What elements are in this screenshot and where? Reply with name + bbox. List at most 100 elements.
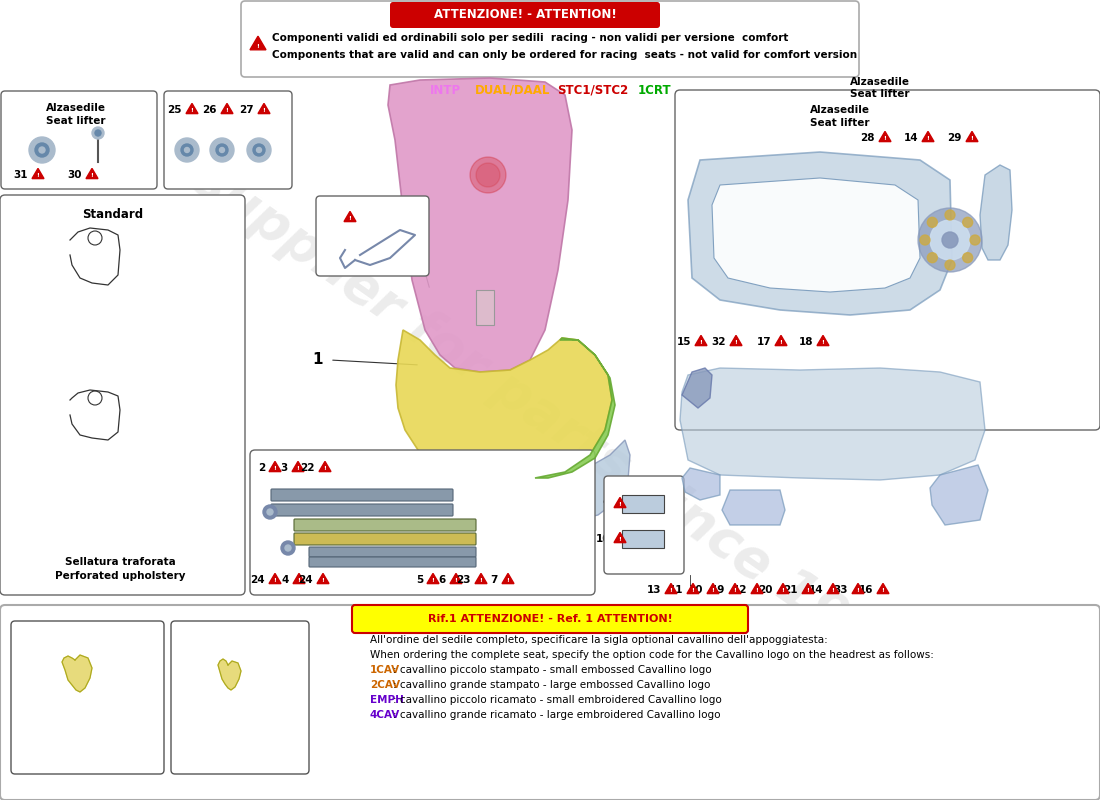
FancyBboxPatch shape bbox=[1, 91, 157, 189]
Text: !: ! bbox=[970, 136, 974, 142]
Text: !: ! bbox=[782, 589, 784, 594]
Text: !: ! bbox=[618, 502, 621, 507]
FancyBboxPatch shape bbox=[170, 621, 309, 774]
Text: 4: 4 bbox=[282, 575, 289, 585]
Polygon shape bbox=[802, 583, 814, 594]
Text: Sellatura traforata: Sellatura traforata bbox=[65, 557, 175, 567]
Polygon shape bbox=[879, 131, 891, 142]
Polygon shape bbox=[258, 103, 270, 114]
Text: : cavallino piccolo stampato - small embossed Cavallino logo: : cavallino piccolo stampato - small emb… bbox=[393, 665, 712, 675]
Bar bbox=[621, 530, 664, 548]
Text: Components that are valid and can only be ordered for racing  seats - not valid : Components that are valid and can only b… bbox=[272, 50, 857, 60]
Text: !: ! bbox=[480, 578, 483, 583]
Text: : cavallino grande ricamato - large embroidered Cavallino logo: : cavallino grande ricamato - large embr… bbox=[393, 710, 720, 720]
Polygon shape bbox=[777, 583, 789, 594]
Text: ≈ 55 mm: ≈ 55 mm bbox=[25, 635, 67, 645]
Text: supplier for parts since 1986: supplier for parts since 1986 bbox=[184, 153, 916, 687]
FancyBboxPatch shape bbox=[294, 519, 476, 531]
Circle shape bbox=[39, 147, 45, 153]
Text: 24: 24 bbox=[251, 575, 265, 585]
Polygon shape bbox=[319, 462, 331, 472]
FancyBboxPatch shape bbox=[316, 196, 429, 276]
Text: !: ! bbox=[90, 174, 94, 178]
Text: !: ! bbox=[832, 589, 835, 594]
Polygon shape bbox=[695, 335, 707, 346]
Text: !: ! bbox=[618, 538, 621, 542]
Text: !: ! bbox=[454, 578, 458, 583]
Text: !: ! bbox=[321, 578, 324, 583]
Text: 26: 26 bbox=[202, 105, 217, 115]
Circle shape bbox=[256, 147, 262, 153]
Polygon shape bbox=[966, 131, 978, 142]
Polygon shape bbox=[817, 335, 829, 346]
Text: !: ! bbox=[712, 589, 714, 594]
Text: DUAL/DAAL: DUAL/DAAL bbox=[475, 83, 550, 97]
Text: !: ! bbox=[256, 44, 260, 49]
Circle shape bbox=[175, 138, 199, 162]
FancyBboxPatch shape bbox=[11, 621, 164, 774]
Text: !: ! bbox=[190, 108, 194, 114]
Polygon shape bbox=[751, 583, 763, 594]
Text: 29: 29 bbox=[947, 133, 962, 143]
FancyBboxPatch shape bbox=[241, 1, 859, 77]
FancyBboxPatch shape bbox=[294, 533, 476, 545]
Polygon shape bbox=[680, 368, 984, 480]
Circle shape bbox=[927, 253, 937, 262]
Text: Large cavallino: Large cavallino bbox=[40, 758, 124, 768]
Polygon shape bbox=[688, 152, 952, 315]
Polygon shape bbox=[980, 165, 1012, 260]
Polygon shape bbox=[776, 335, 786, 346]
Text: !: ! bbox=[734, 589, 736, 594]
Text: ATTENZIONE! - ATTENTION!: ATTENZIONE! - ATTENTION! bbox=[433, 9, 616, 22]
Polygon shape bbox=[427, 574, 439, 584]
Text: !: ! bbox=[36, 174, 40, 178]
Polygon shape bbox=[450, 574, 462, 584]
Polygon shape bbox=[86, 168, 98, 178]
Polygon shape bbox=[730, 335, 743, 346]
Text: !: ! bbox=[806, 589, 810, 594]
Circle shape bbox=[216, 144, 228, 156]
Text: 5: 5 bbox=[416, 575, 424, 585]
Text: 28: 28 bbox=[860, 133, 875, 143]
Text: !: ! bbox=[323, 466, 327, 471]
Text: Rif.1 ATTENZIONE! - Ref. 1 ATTENTION!: Rif.1 ATTENZIONE! - Ref. 1 ATTENTION! bbox=[428, 614, 672, 624]
Text: 20: 20 bbox=[759, 585, 773, 595]
Polygon shape bbox=[221, 103, 233, 114]
FancyBboxPatch shape bbox=[164, 91, 292, 189]
Text: 9: 9 bbox=[603, 499, 611, 509]
Text: !: ! bbox=[756, 589, 758, 594]
Polygon shape bbox=[930, 465, 988, 525]
Polygon shape bbox=[722, 490, 785, 525]
Circle shape bbox=[962, 253, 972, 262]
Text: !: ! bbox=[881, 589, 884, 594]
Polygon shape bbox=[270, 574, 280, 584]
Text: !: ! bbox=[883, 136, 887, 142]
FancyBboxPatch shape bbox=[0, 605, 1100, 800]
Text: 13: 13 bbox=[647, 585, 661, 595]
Text: 12: 12 bbox=[733, 585, 747, 595]
Polygon shape bbox=[250, 36, 266, 50]
Text: 18: 18 bbox=[799, 337, 813, 347]
Text: !: ! bbox=[349, 216, 351, 222]
Polygon shape bbox=[292, 462, 304, 472]
Polygon shape bbox=[344, 211, 356, 222]
FancyBboxPatch shape bbox=[604, 476, 684, 574]
Text: : cavallino piccolo ricamato - small embroidered Cavallino logo: : cavallino piccolo ricamato - small emb… bbox=[393, 695, 722, 705]
Text: 1CRT: 1CRT bbox=[638, 83, 672, 97]
Circle shape bbox=[918, 208, 982, 272]
Text: !: ! bbox=[507, 578, 509, 583]
Polygon shape bbox=[688, 583, 698, 594]
Circle shape bbox=[930, 220, 970, 260]
Text: 8: 8 bbox=[332, 213, 340, 223]
Circle shape bbox=[285, 545, 292, 551]
Circle shape bbox=[95, 130, 101, 136]
Polygon shape bbox=[707, 583, 719, 594]
Text: Componenti validi ed ordinabili solo per sedili  racing - non validi per version: Componenti validi ed ordinabili solo per… bbox=[272, 33, 789, 43]
Text: 14: 14 bbox=[808, 585, 823, 595]
Text: Seat lifter: Seat lifter bbox=[46, 116, 106, 126]
Text: 17: 17 bbox=[757, 337, 771, 347]
Text: 19: 19 bbox=[711, 585, 725, 595]
Circle shape bbox=[927, 218, 937, 227]
Text: 2: 2 bbox=[257, 463, 265, 473]
Text: Alzasedile: Alzasedile bbox=[850, 77, 910, 87]
